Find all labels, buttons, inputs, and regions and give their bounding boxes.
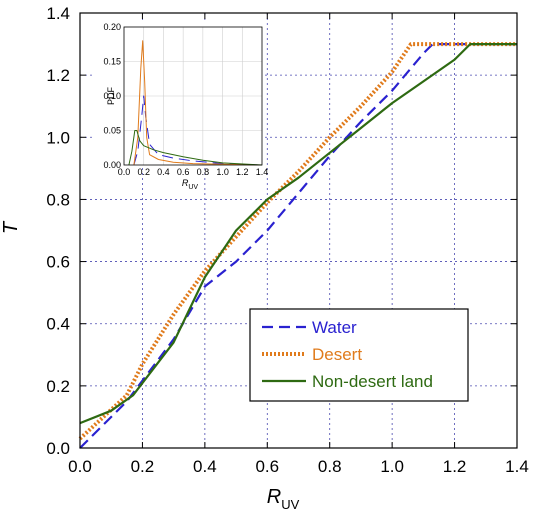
legend-label-water: Water (312, 318, 357, 337)
inset-grid (124, 27, 262, 165)
x-tick-label: 1.0 (216, 167, 229, 177)
water-line (79, 43, 517, 449)
y-tick-label: 0.0 (46, 439, 70, 458)
x-tick-label: 1.2 (443, 457, 467, 476)
y-tick-label: 1.2 (46, 66, 70, 85)
x-tick-label: 0.8 (197, 167, 210, 177)
inset-x-axis-title: RUV (182, 178, 199, 191)
main-series (78, 42, 517, 449)
y-tick-label: 0.4 (46, 315, 70, 334)
non-desert-land-line (79, 43, 517, 425)
desert-line (133, 40, 263, 166)
inset-background (95, 20, 262, 168)
x-tick-label: 1.4 (505, 457, 529, 476)
desert-line (78, 42, 517, 441)
x-tick-label: 0.4 (193, 457, 217, 476)
x-tick-label: 1.4 (256, 167, 269, 177)
x-tick-label: 0.0 (68, 457, 92, 476)
water-line (133, 95, 263, 166)
y-tick-label: 0.20 (103, 22, 121, 32)
x-tick-label: 1.2 (236, 167, 249, 177)
x-tick-label: 0.2 (131, 457, 155, 476)
y-tick-label: 0.2 (46, 377, 70, 396)
y-tick-label: 0.00 (103, 160, 121, 170)
inset-series (128, 40, 263, 166)
main-tick-labels: 0.0 0.2 0.4 0.6 0.8 1.0 1.2 1.4 0.0 0.2 0.4 0.6 0.8 1… (46, 4, 528, 476)
x-tick-label: 0.6 (177, 167, 190, 177)
x-tick-label: 0.0 (118, 167, 131, 177)
x-tick-label: 0.4 (157, 167, 170, 177)
legend-label-non-desert-land: Non-desert land (312, 372, 433, 391)
x-tick-label: 1.0 (380, 457, 404, 476)
inset-tick-labels: 0.0 0.2 0.4 0.6 0.8 1.0 1.2 1.4 0.00 0.05 0.10 0.15… (103, 22, 268, 177)
x-tick-label: 0.6 (255, 457, 279, 476)
x-axis-title: RUV (267, 486, 300, 512)
y-axis-title: T (0, 220, 22, 234)
x-tick-label: 0.2 (137, 167, 150, 177)
y-tick-label: 0.15 (103, 57, 121, 67)
main-plot-frame (79, 12, 518, 449)
y-tick-label: 1.0 (46, 128, 70, 147)
legend: Water Desert Non-desert land (249, 308, 469, 402)
y-tick-label: 0.05 (103, 126, 121, 136)
inset-plot-frame (123, 26, 263, 166)
y-tick-label: 0.6 (46, 253, 70, 272)
non-desert-land-line (128, 130, 263, 166)
inset-y-axis-title: PDF (106, 86, 116, 105)
x-tick-label: 0.8 (318, 457, 342, 476)
main-ticks (79, 12, 518, 449)
y-tick-label: 0.10 (103, 91, 121, 101)
legend-label-desert: Desert (312, 345, 362, 364)
y-tick-label: 0.8 (46, 190, 70, 209)
y-tick-label: 1.4 (46, 4, 70, 23)
